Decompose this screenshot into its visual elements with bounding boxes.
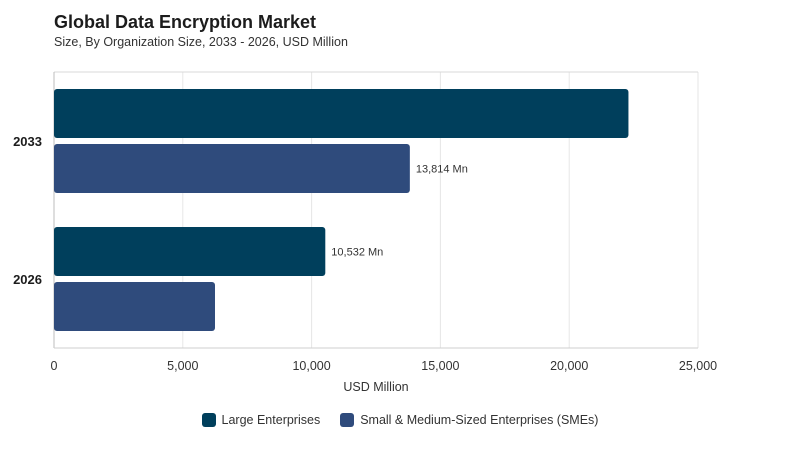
x-axis-label: USD Million	[343, 380, 408, 394]
y-category-label: 2026	[13, 272, 42, 287]
bar-large-enterprises-2026	[54, 227, 326, 276]
legend-swatch-large-enterprises	[201, 413, 216, 427]
bar-smes-2026	[54, 282, 215, 331]
x-tick-label: 15,000	[421, 359, 459, 373]
chart-legend: Large Enterprises Small & Medium-Sized E…	[0, 413, 800, 427]
legend-item-smes[interactable]: Small & Medium-Sized Enterprises (SMEs)	[340, 413, 598, 427]
chart-subtitle: Size, By Organization Size, 2033 - 2026,…	[54, 35, 348, 49]
x-tick-label: 10,000	[292, 359, 330, 373]
x-tick-label: 20,000	[550, 359, 588, 373]
bar-smes-2033	[54, 144, 410, 193]
bar-data-label: 10,532 Mn	[331, 247, 383, 259]
bar-chart: 0 5,000 10,000 15,000 20,000 25,000 USD Millio…	[13, 71, 717, 394]
bar-large-enterprises-2033	[54, 89, 629, 138]
y-category-label: 2033	[13, 134, 42, 149]
legend-label-large-enterprises: Large Enterprises	[221, 413, 321, 427]
x-tick-label: 0	[51, 359, 58, 373]
chart-title: Global Data Encryption Market	[54, 12, 317, 32]
legend-swatch-smes	[340, 413, 355, 427]
x-tick-label: 25,000	[679, 359, 717, 373]
legend-item-large-enterprises[interactable]: Large Enterprises	[201, 413, 321, 427]
legend-label-smes: Small & Medium-Sized Enterprises (SMEs)	[360, 413, 599, 427]
bar-data-label: 13,814 Mn	[416, 164, 468, 176]
x-tick-label: 5,000	[167, 359, 198, 373]
